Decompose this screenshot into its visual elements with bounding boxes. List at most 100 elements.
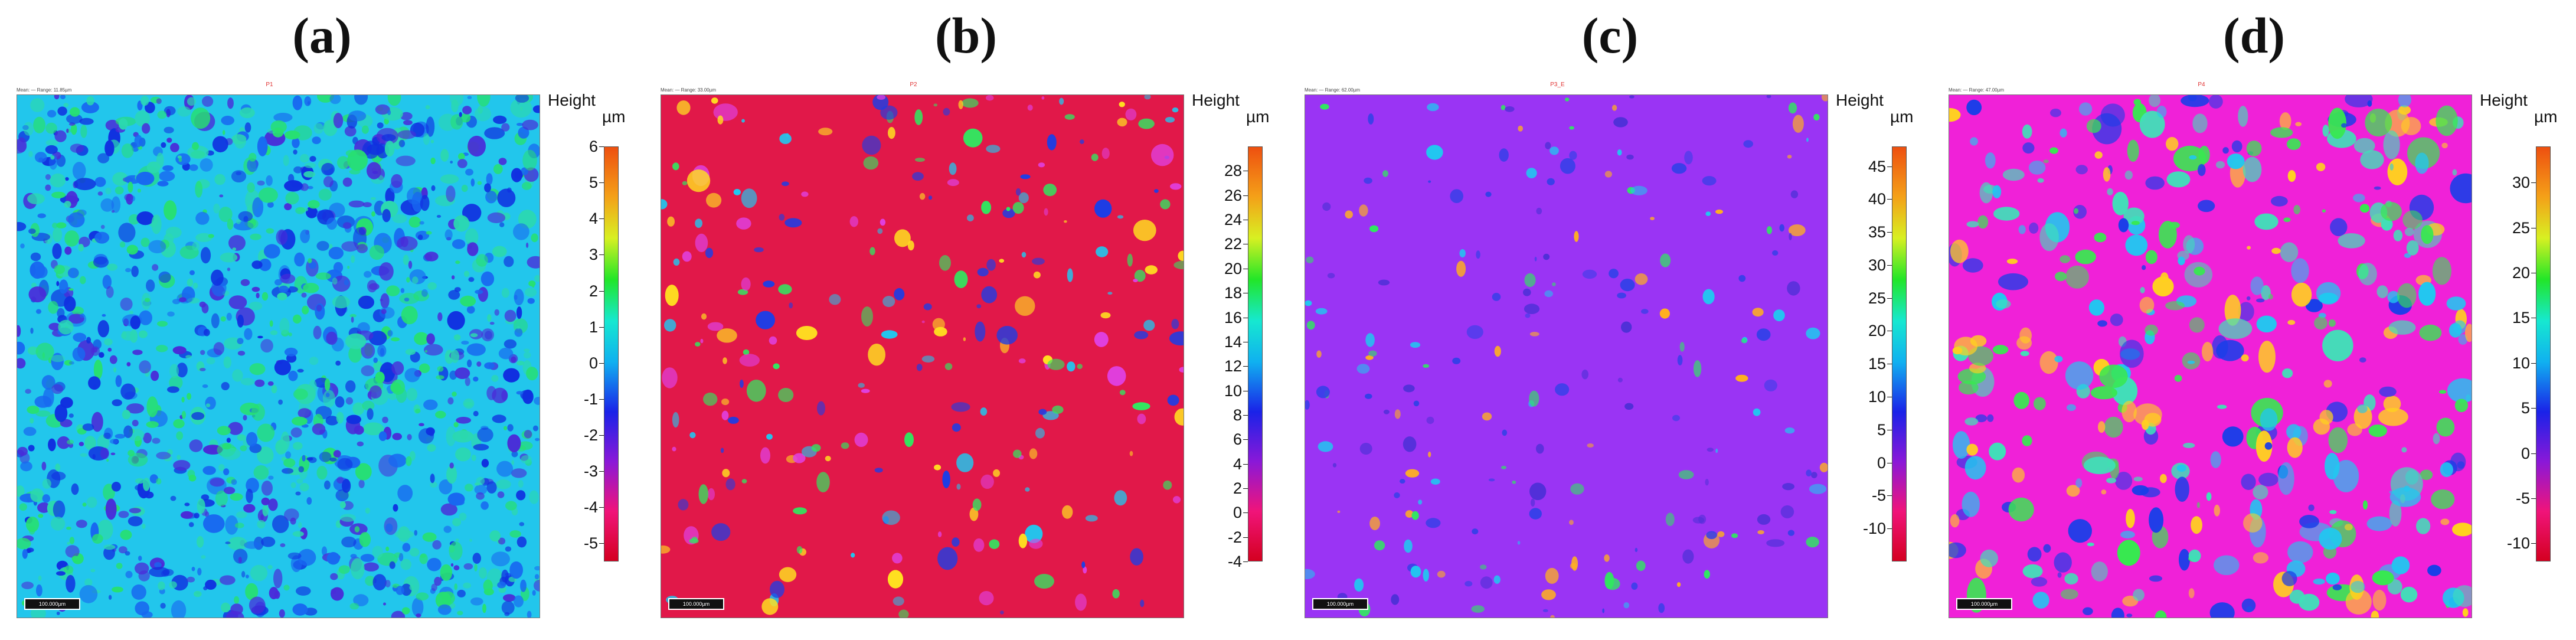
surface-feature — [72, 347, 86, 361]
colorbar-tick-label: 5 — [2492, 399, 2536, 417]
surface-feature — [2253, 552, 2268, 564]
surface-feature — [240, 107, 255, 119]
surface-feature — [2133, 99, 2142, 106]
surface-feature — [246, 488, 253, 504]
surface-feature — [1167, 394, 1179, 406]
surface-feature — [503, 594, 516, 602]
surface-feature — [267, 564, 273, 570]
surface-feature — [326, 331, 338, 345]
surface-feature — [713, 103, 738, 121]
surface-feature — [108, 595, 112, 600]
surface-feature — [2419, 324, 2442, 341]
surface-feature — [986, 259, 996, 271]
surface-feature — [440, 503, 457, 516]
surface-feature — [38, 514, 44, 518]
surface-feature — [478, 287, 488, 302]
surface-feature — [71, 556, 79, 562]
surface-feature — [2049, 147, 2058, 154]
surface-feature — [94, 177, 106, 187]
surface-feature — [1394, 492, 1400, 498]
surface-feature — [406, 388, 418, 401]
surface-feature — [498, 537, 506, 545]
surface-feature — [351, 558, 365, 580]
surface-feature — [93, 360, 103, 380]
surface-feature — [240, 279, 250, 286]
surface-feature — [1107, 366, 1126, 386]
surface-feature — [220, 316, 226, 322]
surface-feature — [361, 342, 375, 359]
panel-c: (c) P3_E Mean: — Range: 62.00µm 100.000µm He… — [1288, 0, 1932, 640]
colorbar-tick-label: 8 — [1204, 406, 1248, 424]
surface-feature — [2397, 283, 2417, 308]
surface-feature — [929, 195, 933, 200]
surface-feature — [222, 443, 231, 450]
surface-feature — [23, 427, 37, 436]
surface-feature — [335, 360, 341, 366]
surface-feature — [1788, 224, 1806, 236]
surface-feature — [717, 328, 737, 343]
surface-feature — [71, 306, 84, 315]
surface-feature — [59, 279, 68, 294]
surface-feature — [1542, 609, 1548, 612]
surface-feature — [1636, 560, 1646, 572]
surface-feature — [309, 380, 317, 395]
surface-feature — [250, 233, 261, 240]
surface-feature — [1998, 273, 2028, 290]
surface-feature — [382, 416, 388, 423]
surface-feature — [29, 525, 35, 535]
surface-feature — [2149, 575, 2163, 582]
surface-feature — [166, 138, 172, 143]
surface-feature — [784, 218, 802, 228]
surface-feature — [112, 586, 123, 593]
surface-feature — [1677, 355, 1683, 365]
surface-feature — [187, 469, 195, 478]
surface-feature — [892, 553, 903, 564]
surface-feature — [2255, 430, 2273, 462]
surface-feature — [1650, 217, 1655, 220]
surface-feature — [316, 466, 328, 480]
surface-feature — [1987, 414, 1994, 422]
surface-feature — [71, 483, 79, 495]
surface-feature — [419, 363, 430, 373]
surface-feature — [474, 563, 478, 572]
surface-feature — [249, 596, 266, 614]
surface-feature — [111, 482, 121, 492]
surface-feature — [372, 546, 383, 559]
surface-feature — [1738, 275, 1746, 282]
surface-feature — [261, 497, 270, 505]
surface-feature — [1621, 321, 1632, 333]
surface-feature — [2165, 301, 2185, 311]
surface-feature — [952, 423, 961, 432]
surface-feature — [511, 356, 516, 363]
surface-feature — [489, 530, 501, 542]
surface-feature — [353, 594, 369, 606]
surface-feature — [179, 297, 187, 302]
surface-feature — [187, 145, 209, 159]
surface-feature — [501, 288, 509, 298]
surface-feature — [907, 240, 914, 251]
surface-feature — [2145, 176, 2165, 190]
surface-feature — [1144, 95, 1151, 100]
surface-feature — [2104, 416, 2123, 438]
surface-feature — [482, 603, 486, 613]
surface-feature — [139, 360, 151, 374]
surface-feature — [2139, 110, 2165, 138]
surface-feature — [292, 416, 308, 426]
meta-text: Mean: — Range: 33.00µm — [661, 87, 716, 93]
surface-feature — [125, 551, 130, 556]
surface-feature — [527, 298, 535, 304]
surface-feature — [268, 475, 274, 480]
surface-feature — [1545, 142, 1551, 149]
surface-feature — [858, 383, 865, 388]
colorbar-tick-label: 1 — [560, 318, 604, 336]
surface-feature — [2351, 580, 2365, 593]
surface-feature — [465, 377, 470, 386]
surface-feature — [1430, 478, 1440, 485]
surface-feature — [2214, 504, 2220, 517]
surface-feature — [898, 609, 909, 618]
surface-feature — [344, 126, 357, 137]
surface-feature — [30, 98, 45, 112]
surface-feature — [2436, 105, 2458, 136]
surface-feature — [250, 564, 268, 582]
surface-feature — [2389, 487, 2421, 507]
